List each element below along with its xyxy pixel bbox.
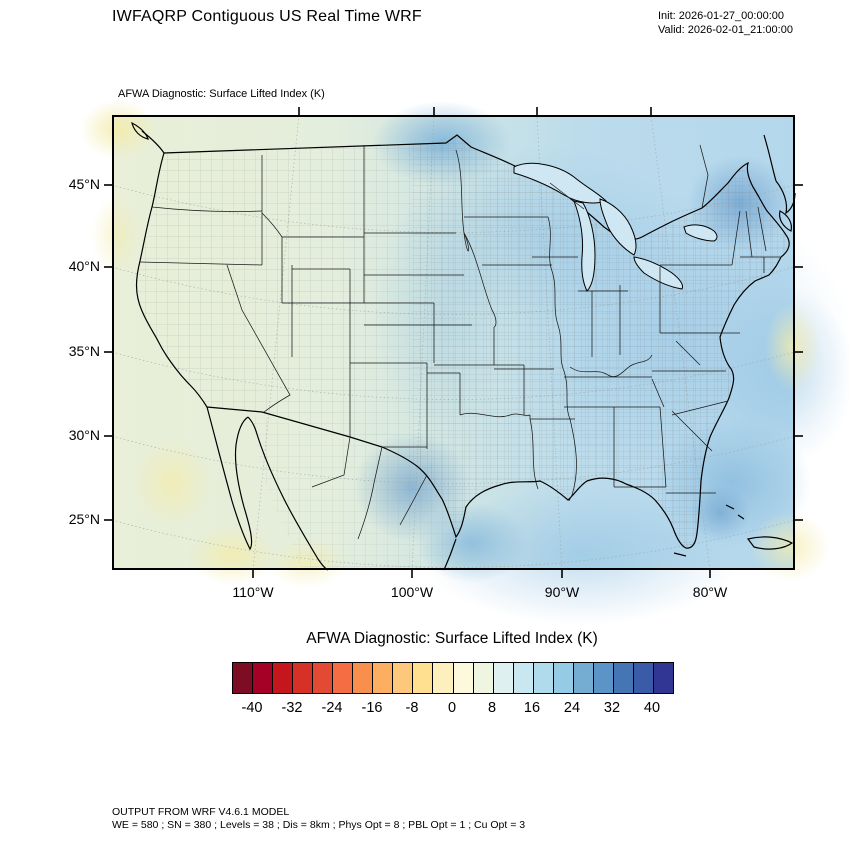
lat-tick-label: 35°N <box>68 343 100 359</box>
colorbar-tick-label: -40 <box>241 700 263 716</box>
valid-timestamp: Valid: 2026-02-01_21:00:00 <box>658 24 793 36</box>
colorbar-tick-label: -24 <box>321 700 343 716</box>
colorbar-tick-label: -16 <box>361 700 383 716</box>
colorbar-tick-labels: -40 -32 -24 -16 -8 0 8 16 24 32 40 <box>232 700 672 718</box>
lon-tick-label: 100°W <box>390 584 434 600</box>
colorbar-cell <box>292 663 313 693</box>
colorbar-cell <box>332 663 353 693</box>
lat-tick-label: 45°N <box>68 176 100 192</box>
colorbar-cell <box>252 663 273 693</box>
state-borders <box>139 144 780 540</box>
colorbar-cell <box>372 663 393 693</box>
lat-tick-label: 40°N <box>68 258 100 274</box>
colorbar-title: AFWA Diagnostic: Surface Lifted Index (K… <box>306 630 598 647</box>
colorbar-cell <box>512 663 533 693</box>
lon-tick-label: 110°W <box>232 584 274 600</box>
colorbar-tick-label: 16 <box>523 700 541 716</box>
footer-grid-line: WE = 580 ; SN = 380 ; Levels = 38 ; Dis … <box>112 819 526 831</box>
colorbar-cell <box>412 663 433 693</box>
colorbar-cell <box>592 663 613 693</box>
colorbar-cell <box>632 663 653 693</box>
colorbar-cell <box>392 663 413 693</box>
colorbar-cell <box>233 663 253 693</box>
colorbar-tick-label: 40 <box>643 700 661 716</box>
colorbar-cell <box>432 663 453 693</box>
run-info: Init: 2026-01-27_00:00:00 Valid: 2026-02… <box>658 9 793 37</box>
lon-tick-label: 90°W <box>544 584 580 600</box>
lat-tick-label: 25°N <box>68 511 100 527</box>
axes-frame <box>104 107 803 578</box>
colorbar-cell <box>492 663 513 693</box>
colorbar-tick-label: -8 <box>405 700 419 716</box>
lon-tick-label: 80°W <box>692 584 728 600</box>
colorbar-cell <box>352 663 373 693</box>
colorbar-cell <box>312 663 333 693</box>
us-map <box>80 99 850 625</box>
colorbar-cell <box>652 663 674 693</box>
plot-title: IWFAQRP Contiguous US Real Time WRF <box>112 8 422 25</box>
colorbar-cell <box>272 663 293 693</box>
lat-tick-label: 30°N <box>68 427 100 443</box>
colorbar <box>232 662 674 694</box>
colorbar-cell <box>452 663 473 693</box>
init-timestamp: Init: 2026-01-27_00:00:00 <box>658 10 784 22</box>
colorbar-tick-label: 0 <box>447 700 457 716</box>
colorbar-tick-label: 32 <box>603 700 621 716</box>
colorbar-tick-label: 24 <box>563 700 581 716</box>
colorbar-tick-label: -32 <box>281 700 303 716</box>
colorbar-cells <box>233 663 674 693</box>
colorbar-cell <box>532 663 553 693</box>
footer: OUTPUT FROM WRF V4.6.1 MODEL WE = 580 ; … <box>112 806 525 832</box>
colorbar-cell <box>472 663 493 693</box>
map-subtitle: AFWA Diagnostic: Surface Lifted Index (K… <box>118 88 325 100</box>
footer-model-line: OUTPUT FROM WRF V4.6.1 MODEL <box>112 806 290 818</box>
colorbar-tick-label: 8 <box>487 700 497 716</box>
colorbar-cell <box>552 663 573 693</box>
colorbar-cell <box>572 663 593 693</box>
map-frame <box>80 99 850 625</box>
colorbar-cell <box>612 663 633 693</box>
great-lakes <box>513 162 718 292</box>
